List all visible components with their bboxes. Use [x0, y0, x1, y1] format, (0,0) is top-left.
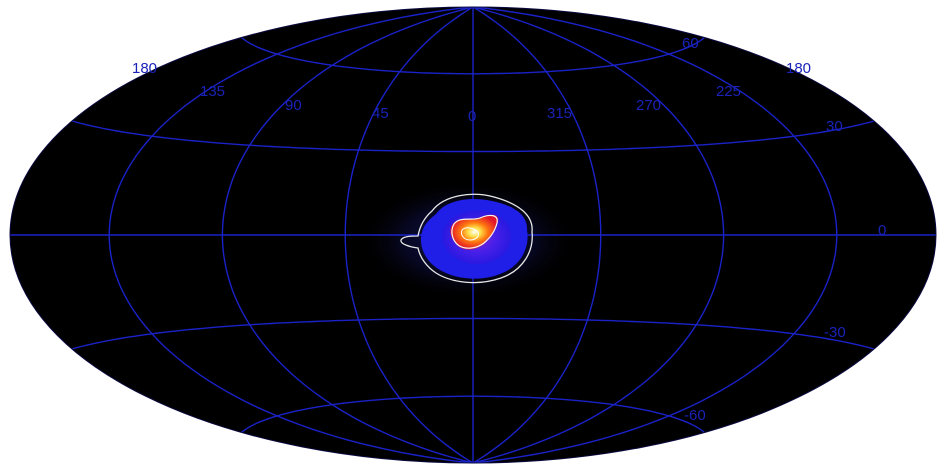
contour-outer	[400, 193, 533, 284]
lon-label-0: 0	[468, 108, 476, 125]
lon-label-225: 225	[716, 83, 741, 100]
contour-core	[461, 227, 479, 241]
lon-label-180-left: 180	[132, 60, 157, 77]
lon-label-90: 90	[285, 97, 302, 114]
parallel-line	[71, 120, 875, 153]
lat-label-minus-30: -30	[824, 324, 846, 341]
contour-inner	[451, 214, 498, 249]
lon-label-180-right: 180	[786, 60, 811, 77]
parallel-line	[241, 36, 705, 75]
parallel-line	[71, 317, 875, 350]
parallel-line	[241, 395, 705, 434]
lat-label-30: 30	[826, 118, 843, 135]
lon-label-45: 45	[372, 105, 389, 122]
emission-source	[400, 193, 533, 284]
lat-label-60: 60	[682, 35, 699, 52]
lon-label-315: 315	[547, 105, 572, 122]
lon-label-270: 270	[636, 97, 661, 114]
lon-label-135: 135	[200, 83, 225, 100]
sky-border	[9, 6, 937, 464]
lat-label-0: 0	[878, 222, 886, 239]
lat-label-minus-60: -60	[684, 407, 706, 424]
